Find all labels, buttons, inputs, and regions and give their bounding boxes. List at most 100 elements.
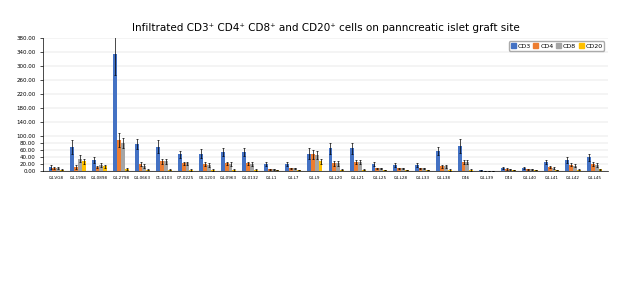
Bar <box>577 170 581 171</box>
Bar <box>113 54 117 171</box>
Bar <box>405 170 409 171</box>
Bar <box>254 170 258 171</box>
Bar <box>189 170 193 171</box>
Bar <box>275 170 280 171</box>
Bar <box>383 170 387 171</box>
Bar <box>379 168 383 171</box>
Bar <box>56 168 60 171</box>
Bar <box>501 168 505 171</box>
Bar <box>297 170 301 171</box>
Bar <box>104 166 107 171</box>
Bar <box>598 169 603 171</box>
Bar <box>311 154 315 171</box>
Bar <box>591 164 595 171</box>
Bar <box>160 161 164 171</box>
Bar <box>595 165 598 171</box>
Bar <box>207 165 211 171</box>
Title: Infiltrated CD3⁺ CD4⁺ CD8⁺ and CD20⁺ cells on panncreatic islet graft site: Infiltrated CD3⁺ CD4⁺ CD8⁺ and CD20⁺ cel… <box>131 23 520 33</box>
Bar <box>530 169 534 171</box>
Bar <box>221 152 224 171</box>
Bar <box>462 162 466 171</box>
Bar <box>340 170 344 171</box>
Bar <box>526 169 530 171</box>
Bar <box>329 148 332 171</box>
Bar <box>397 168 401 171</box>
Bar <box>82 161 86 171</box>
Bar <box>92 160 95 171</box>
Bar <box>168 170 172 171</box>
Bar <box>458 146 462 171</box>
Bar <box>78 159 82 171</box>
Bar <box>427 170 430 171</box>
Bar <box>544 162 547 171</box>
Bar <box>319 161 322 171</box>
Bar <box>125 169 129 171</box>
Bar <box>135 144 139 171</box>
Bar <box>146 170 150 171</box>
Bar <box>565 160 569 171</box>
Bar <box>376 168 379 171</box>
Bar <box>332 163 336 171</box>
Bar <box>361 170 366 171</box>
Bar <box>246 163 250 171</box>
Bar <box>272 169 275 171</box>
Legend: CD3, CD4, CD8, CD20: CD3, CD4, CD8, CD20 <box>509 42 604 51</box>
Bar <box>350 148 354 171</box>
Bar <box>358 162 361 171</box>
Bar <box>444 166 448 171</box>
Bar <box>48 167 53 171</box>
Bar <box>60 170 64 171</box>
Bar <box>505 169 508 171</box>
Bar <box>293 168 297 171</box>
Bar <box>552 168 556 171</box>
Bar <box>268 169 272 171</box>
Bar <box>156 147 160 171</box>
Bar <box>185 163 189 171</box>
Bar <box>508 169 512 171</box>
Bar <box>354 162 358 171</box>
Bar <box>393 165 397 171</box>
Bar <box>547 167 552 171</box>
Bar <box>415 165 419 171</box>
Bar <box>285 164 290 171</box>
Bar <box>242 152 246 171</box>
Bar <box>99 165 104 171</box>
Bar <box>250 164 254 171</box>
Bar <box>422 168 427 171</box>
Bar <box>232 170 236 171</box>
Bar <box>569 165 573 171</box>
Bar <box>522 168 526 171</box>
Bar <box>164 161 168 171</box>
Bar <box>182 163 185 171</box>
Bar <box>70 147 74 171</box>
Bar <box>199 154 203 171</box>
Bar <box>466 162 469 171</box>
Bar <box>556 170 559 171</box>
Bar <box>336 163 340 171</box>
Bar <box>117 140 121 171</box>
Bar <box>139 164 143 171</box>
Bar <box>418 168 422 171</box>
Bar <box>264 164 268 171</box>
Bar <box>448 170 452 171</box>
Bar <box>573 166 577 171</box>
Bar <box>95 167 99 171</box>
Bar <box>121 143 125 171</box>
Bar <box>587 157 591 171</box>
Bar <box>203 164 207 171</box>
Bar <box>229 164 232 171</box>
Bar <box>512 170 516 171</box>
Bar <box>74 167 78 171</box>
Bar <box>371 164 376 171</box>
Bar <box>469 170 473 171</box>
Bar <box>440 166 444 171</box>
Bar <box>307 154 311 171</box>
Bar <box>211 170 215 171</box>
Bar <box>224 163 229 171</box>
Bar <box>534 170 538 171</box>
Bar <box>315 155 319 171</box>
Bar <box>178 154 182 171</box>
Bar <box>143 166 146 171</box>
Bar <box>53 168 56 171</box>
Bar <box>436 151 440 171</box>
